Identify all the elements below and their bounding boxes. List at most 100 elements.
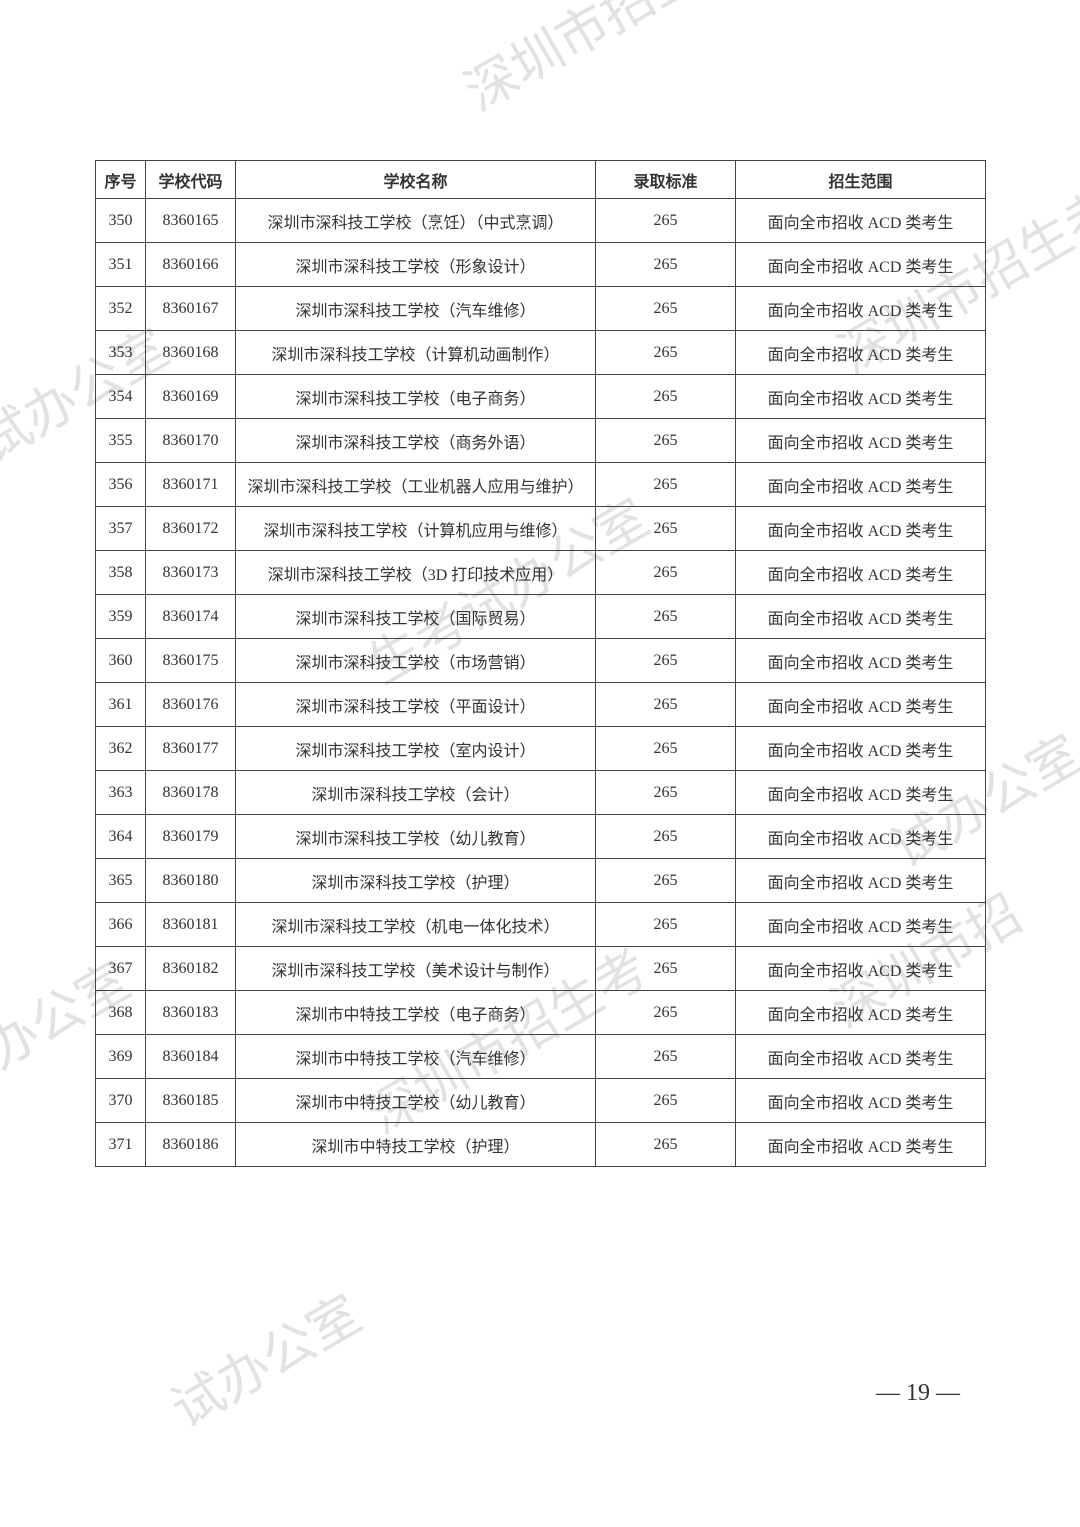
- cell-score: 265: [596, 991, 736, 1035]
- cell-scope: 面向全市招收 ACD 类考生: [736, 771, 986, 815]
- table-row: 3508360165深圳市深科技工学校（烹饪）（中式烹调）265面向全市招收 A…: [96, 199, 986, 243]
- cell-code: 8360167: [146, 287, 236, 331]
- cell-scope: 面向全市招收 ACD 类考生: [736, 595, 986, 639]
- cell-scope: 面向全市招收 ACD 类考生: [736, 947, 986, 991]
- cell-score: 265: [596, 859, 736, 903]
- admissions-table: 序号 学校代码 学校名称 录取标准 招生范围 3508360165深圳市深科技工…: [95, 160, 986, 1167]
- cell-seq: 354: [96, 375, 146, 419]
- cell-seq: 350: [96, 199, 146, 243]
- cell-seq: 365: [96, 859, 146, 903]
- cell-name: 深圳市深科技工学校（计算机动画制作）: [236, 331, 596, 375]
- cell-name: 深圳市深科技工学校（美术设计与制作）: [236, 947, 596, 991]
- admissions-table-wrap: 序号 学校代码 学校名称 录取标准 招生范围 3508360165深圳市深科技工…: [95, 160, 985, 1167]
- cell-name: 深圳市深科技工学校（商务外语）: [236, 419, 596, 463]
- cell-code: 8360175: [146, 639, 236, 683]
- cell-scope: 面向全市招收 ACD 类考生: [736, 859, 986, 903]
- cell-scope: 面向全市招收 ACD 类考生: [736, 1079, 986, 1123]
- cell-seq: 368: [96, 991, 146, 1035]
- table-row: 3598360174深圳市深科技工学校（国际贸易）265面向全市招收 ACD 类…: [96, 595, 986, 639]
- cell-name: 深圳市深科技工学校（电子商务）: [236, 375, 596, 419]
- cell-score: 265: [596, 1079, 736, 1123]
- cell-name: 深圳市深科技工学校（市场营销）: [236, 639, 596, 683]
- cell-scope: 面向全市招收 ACD 类考生: [736, 1123, 986, 1167]
- cell-code: 8360173: [146, 551, 236, 595]
- table-row: 3628360177深圳市深科技工学校（室内设计）265面向全市招收 ACD 类…: [96, 727, 986, 771]
- cell-name: 深圳市深科技工学校（平面设计）: [236, 683, 596, 727]
- cell-code: 8360168: [146, 331, 236, 375]
- cell-score: 265: [596, 1035, 736, 1079]
- cell-score: 265: [596, 903, 736, 947]
- header-name: 学校名称: [236, 161, 596, 199]
- table-row: 3668360181深圳市深科技工学校（机电一体化技术）265面向全市招收 AC…: [96, 903, 986, 947]
- cell-code: 8360184: [146, 1035, 236, 1079]
- cell-seq: 356: [96, 463, 146, 507]
- cell-scope: 面向全市招收 ACD 类考生: [736, 507, 986, 551]
- table-row: 3648360179深圳市深科技工学校（幼儿教育）265面向全市招收 ACD 类…: [96, 815, 986, 859]
- cell-scope: 面向全市招收 ACD 类考生: [736, 1035, 986, 1079]
- table-row: 3558360170深圳市深科技工学校（商务外语）265面向全市招收 ACD 类…: [96, 419, 986, 463]
- cell-scope: 面向全市招收 ACD 类考生: [736, 243, 986, 287]
- cell-name: 深圳市中特技工学校（电子商务）: [236, 991, 596, 1035]
- cell-score: 265: [596, 683, 736, 727]
- cell-code: 8360185: [146, 1079, 236, 1123]
- table-row: 3678360182深圳市深科技工学校（美术设计与制作）265面向全市招收 AC…: [96, 947, 986, 991]
- cell-name: 深圳市深科技工学校（国际贸易）: [236, 595, 596, 639]
- cell-scope: 面向全市招收 ACD 类考生: [736, 199, 986, 243]
- cell-code: 8360177: [146, 727, 236, 771]
- cell-scope: 面向全市招收 ACD 类考生: [736, 375, 986, 419]
- table-row: 3538360168深圳市深科技工学校（计算机动画制作）265面向全市招收 AC…: [96, 331, 986, 375]
- cell-seq: 370: [96, 1079, 146, 1123]
- cell-scope: 面向全市招收 ACD 类考生: [736, 727, 986, 771]
- cell-seq: 366: [96, 903, 146, 947]
- header-score: 录取标准: [596, 161, 736, 199]
- cell-seq: 369: [96, 1035, 146, 1079]
- table-row: 3718360186深圳市中特技工学校（护理）265面向全市招收 ACD 类考生: [96, 1123, 986, 1167]
- cell-name: 深圳市深科技工学校（计算机应用与维修）: [236, 507, 596, 551]
- cell-code: 8360166: [146, 243, 236, 287]
- cell-name: 深圳市深科技工学校（护理）: [236, 859, 596, 903]
- cell-seq: 353: [96, 331, 146, 375]
- cell-code: 8360180: [146, 859, 236, 903]
- cell-scope: 面向全市招收 ACD 类考生: [736, 463, 986, 507]
- page-number: — 19 —: [876, 1380, 960, 1407]
- cell-code: 8360172: [146, 507, 236, 551]
- cell-name: 深圳市深科技工学校（汽车维修）: [236, 287, 596, 331]
- table-row: 3688360183深圳市中特技工学校（电子商务）265面向全市招收 ACD 类…: [96, 991, 986, 1035]
- cell-score: 265: [596, 463, 736, 507]
- cell-code: 8360176: [146, 683, 236, 727]
- cell-score: 265: [596, 727, 736, 771]
- cell-name: 深圳市深科技工学校（幼儿教育）: [236, 815, 596, 859]
- cell-code: 8360169: [146, 375, 236, 419]
- header-seq: 序号: [96, 161, 146, 199]
- cell-code: 8360165: [146, 199, 236, 243]
- cell-score: 265: [596, 287, 736, 331]
- cell-code: 8360179: [146, 815, 236, 859]
- cell-name: 深圳市中特技工学校（幼儿教育）: [236, 1079, 596, 1123]
- cell-name: 深圳市深科技工学校（室内设计）: [236, 727, 596, 771]
- table-row: 3568360171深圳市深科技工学校（工业机器人应用与维护）265面向全市招收…: [96, 463, 986, 507]
- cell-score: 265: [596, 1123, 736, 1167]
- cell-seq: 355: [96, 419, 146, 463]
- table-row: 3638360178深圳市深科技工学校（会计）265面向全市招收 ACD 类考生: [96, 771, 986, 815]
- cell-scope: 面向全市招收 ACD 类考生: [736, 419, 986, 463]
- cell-scope: 面向全市招收 ACD 类考生: [736, 551, 986, 595]
- cell-seq: 361: [96, 683, 146, 727]
- cell-seq: 364: [96, 815, 146, 859]
- cell-score: 265: [596, 199, 736, 243]
- cell-score: 265: [596, 947, 736, 991]
- cell-scope: 面向全市招收 ACD 类考生: [736, 991, 986, 1035]
- table-row: 3588360173深圳市深科技工学校（3D 打印技术应用）265面向全市招收 …: [96, 551, 986, 595]
- cell-scope: 面向全市招收 ACD 类考生: [736, 331, 986, 375]
- cell-scope: 面向全市招收 ACD 类考生: [736, 903, 986, 947]
- cell-seq: 357: [96, 507, 146, 551]
- cell-code: 8360178: [146, 771, 236, 815]
- cell-name: 深圳市深科技工学校（机电一体化技术）: [236, 903, 596, 947]
- cell-score: 265: [596, 419, 736, 463]
- table-row: 3618360176深圳市深科技工学校（平面设计）265面向全市招收 ACD 类…: [96, 683, 986, 727]
- cell-name: 深圳市中特技工学校（汽车维修）: [236, 1035, 596, 1079]
- cell-seq: 358: [96, 551, 146, 595]
- cell-score: 265: [596, 639, 736, 683]
- cell-name: 深圳市深科技工学校（形象设计）: [236, 243, 596, 287]
- cell-score: 265: [596, 375, 736, 419]
- cell-scope: 面向全市招收 ACD 类考生: [736, 287, 986, 331]
